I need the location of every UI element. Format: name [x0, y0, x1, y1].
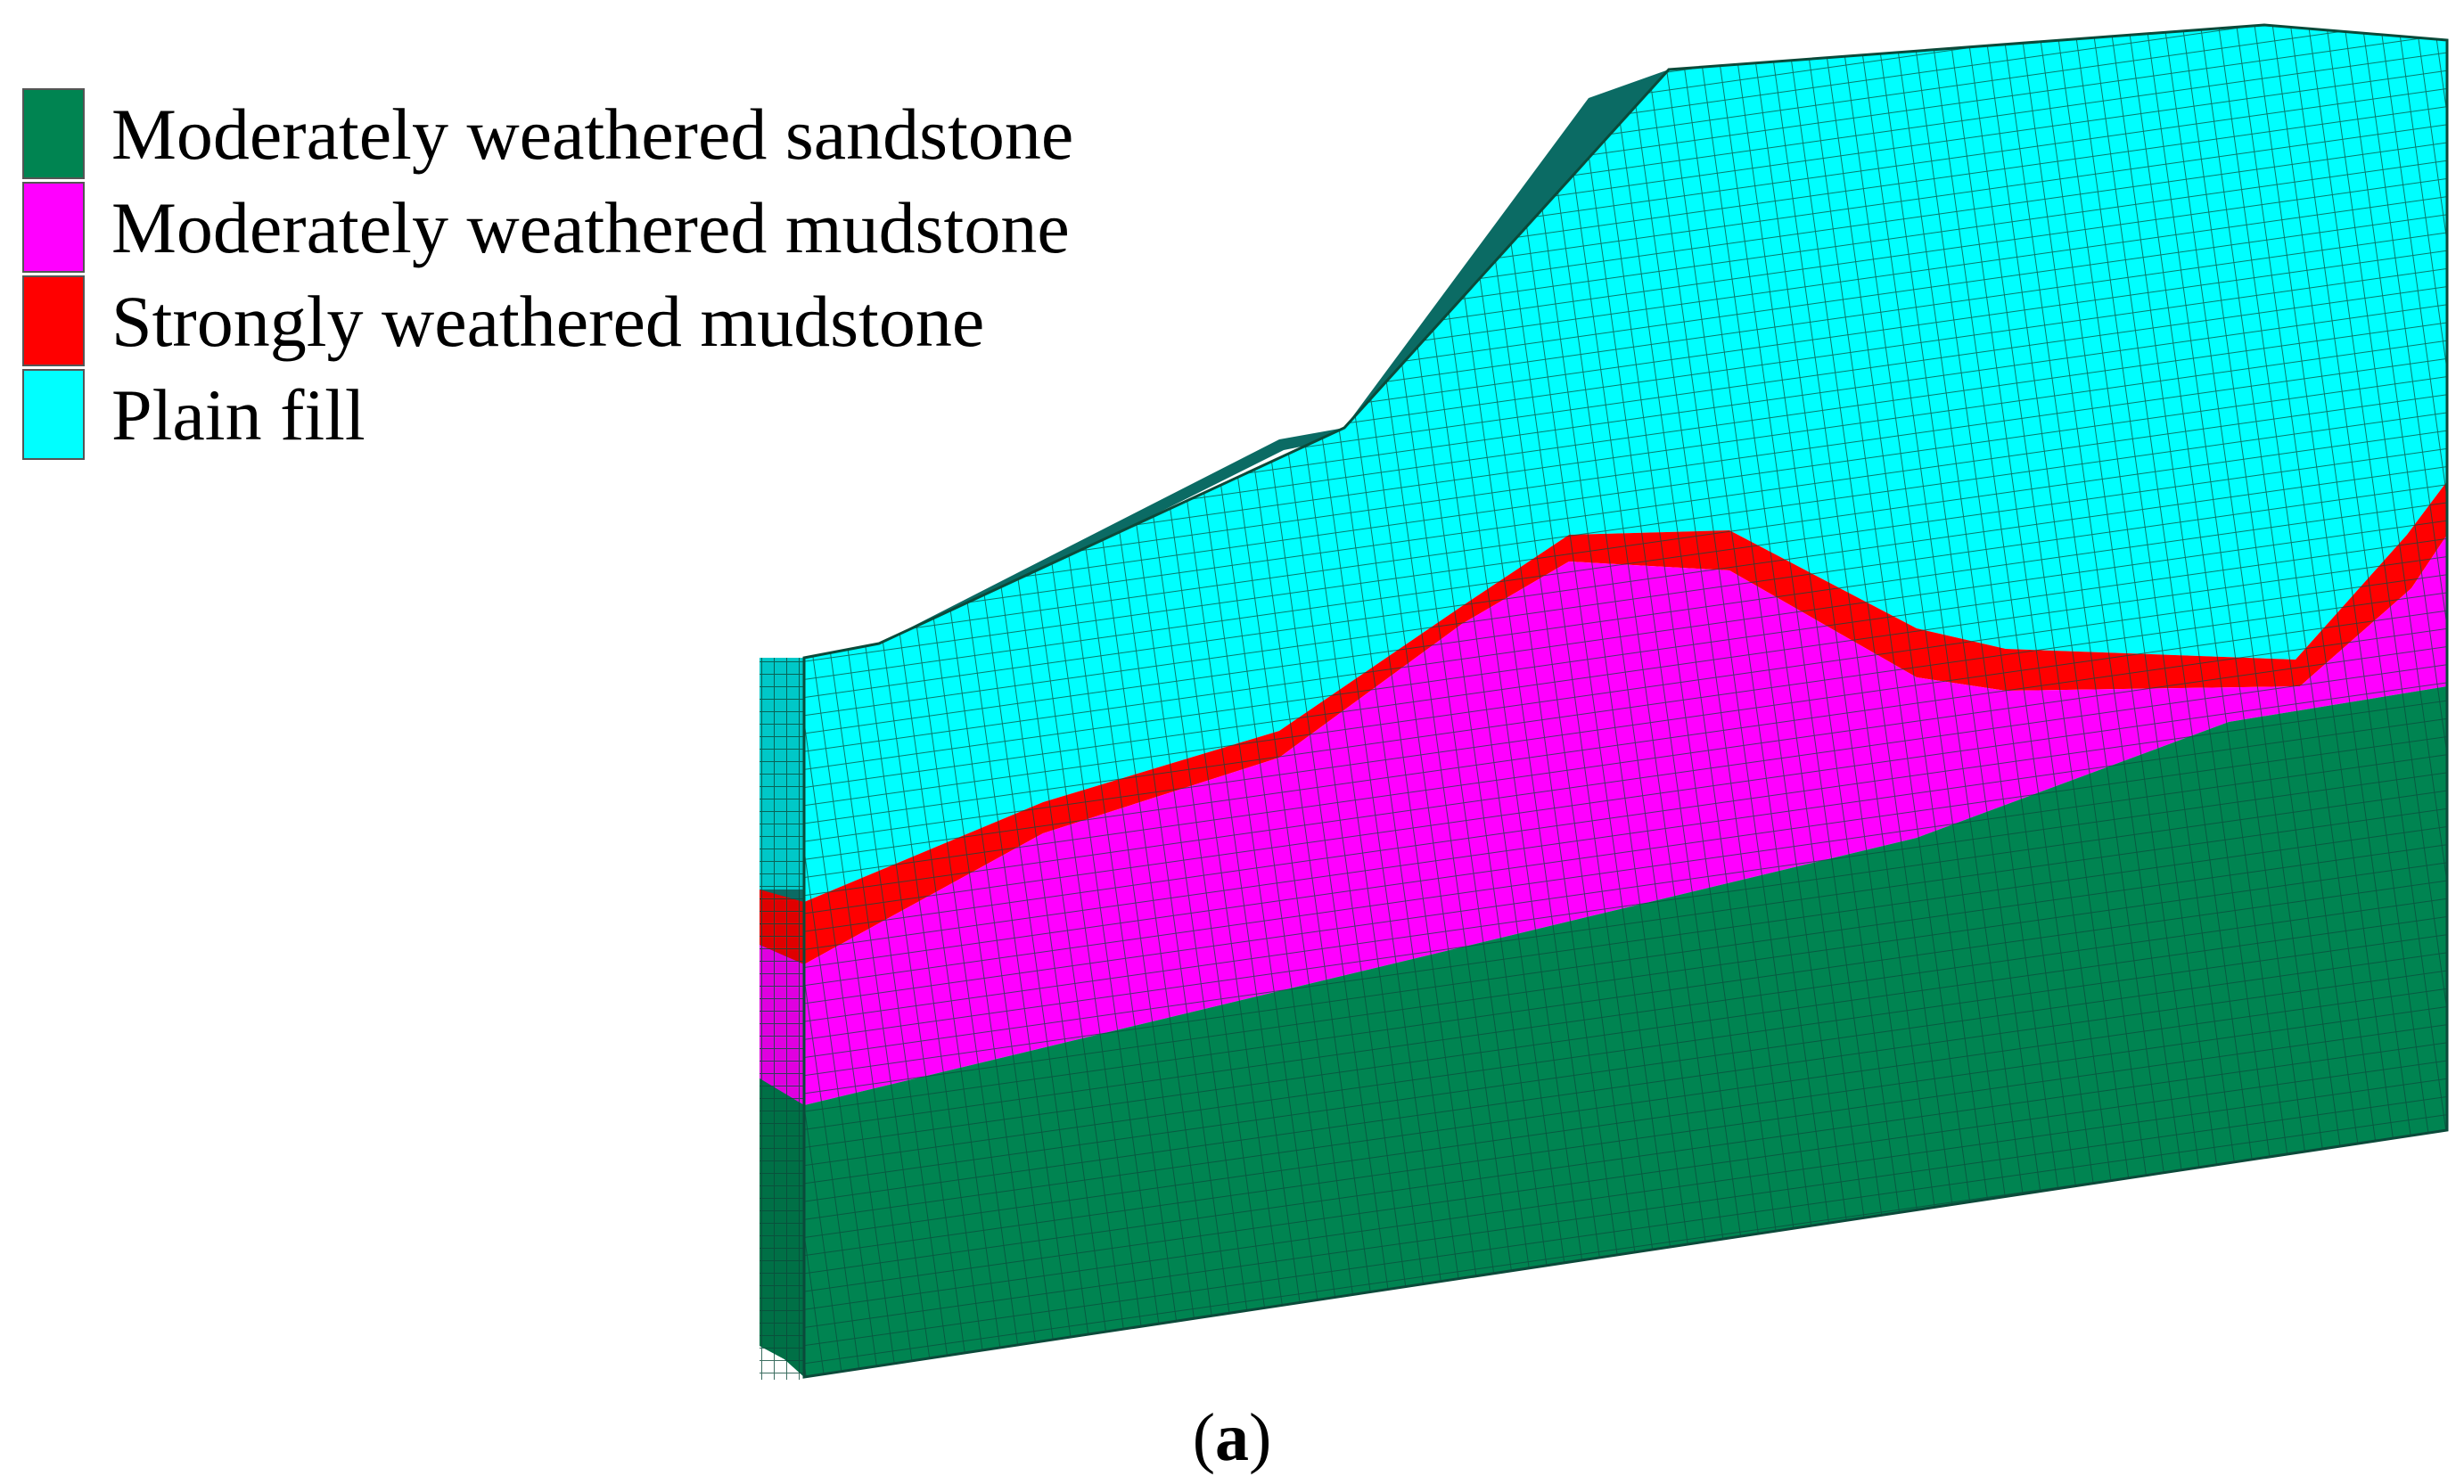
caption-open-paren: ( — [1193, 1400, 1215, 1475]
legend-item: Moderately weathered mudstone — [22, 182, 1070, 273]
caption-close-paren: ) — [1249, 1400, 1271, 1475]
mesh-grid-overlay — [804, 25, 2447, 1377]
legend-swatch — [22, 369, 85, 460]
legend-item: Moderately weathered sandstone — [22, 88, 1073, 179]
legend-item: Strongly weathered mudstone — [22, 275, 984, 366]
figure-caption: (a) — [1193, 1400, 1272, 1475]
side-face-grid — [760, 658, 804, 1380]
side-face-top-strip — [804, 70, 1669, 661]
legend-swatch — [22, 275, 85, 366]
model-side-face — [760, 70, 1669, 1380]
legend-label: Plain fill — [111, 374, 365, 455]
model-front-face — [802, 23, 2449, 1379]
legend-swatch — [22, 88, 85, 179]
legend: Moderately weathered sandstone Moderately… — [22, 88, 1073, 460]
mesh-outline — [802, 23, 2449, 1379]
legend-label: Moderately weathered mudstone — [111, 187, 1070, 268]
legend-item: Plain fill — [22, 369, 365, 460]
legend-label: Strongly weathered mudstone — [111, 281, 984, 362]
legend-label: Moderately weathered sandstone — [111, 94, 1073, 175]
legend-swatch — [22, 182, 85, 273]
caption-letter: a — [1215, 1400, 1249, 1475]
